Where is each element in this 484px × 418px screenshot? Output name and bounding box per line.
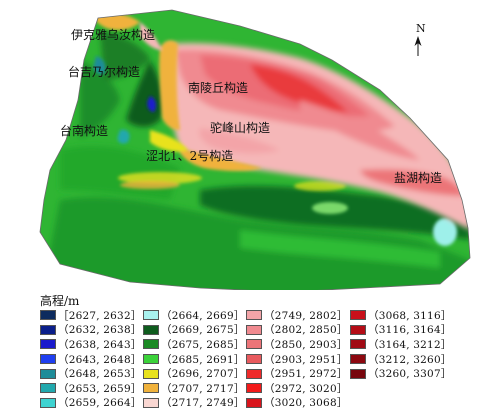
legend-label: （3068, 3116］ xyxy=(368,309,452,322)
legend-swatch xyxy=(40,354,56,365)
legend-label: （3212, 3260］ xyxy=(368,353,452,366)
legend-item: （2638, 2643］ xyxy=(40,337,142,352)
elevation-map: 伊克雅乌汝构造 台吉乃尔构造 南陵丘构造 台南构造 驼峰山构造 涩北1、2号构造… xyxy=(39,9,471,290)
legend-swatch xyxy=(143,354,159,365)
legend-label: ［2627, 2632］ xyxy=(58,309,142,322)
legend-label: （2675, 2685］ xyxy=(161,338,245,351)
legend-label: （3260, 3307］ xyxy=(368,368,452,381)
legend-label: （2717, 2749］ xyxy=(161,397,245,410)
structure-label-yikeyawuru: 伊克雅乌汝构造 xyxy=(71,28,156,42)
legend-label: （3020, 3068］ xyxy=(264,397,348,410)
legend-swatch xyxy=(40,339,56,350)
legend-label: （2972, 3020］ xyxy=(264,382,348,395)
legend-swatch xyxy=(246,324,262,335)
structure-label-taijinaier: 台吉乃尔构造 xyxy=(68,65,141,79)
legend-swatch xyxy=(350,310,366,321)
legend-title: 高程/m xyxy=(40,294,80,308)
legend-item: （2903, 2951］ xyxy=(246,352,348,367)
legend-item: （3020, 3068］ xyxy=(246,396,348,411)
legend-swatch xyxy=(350,354,366,365)
legend-swatch xyxy=(246,368,262,379)
legend-item: （2648, 2653］ xyxy=(40,366,142,381)
legend-label: （2696, 2707］ xyxy=(161,368,245,381)
legend-label: （2653, 2659］ xyxy=(58,382,142,395)
legend-item: （2669, 2675］ xyxy=(143,323,245,338)
legend-item: （2632, 2638］ xyxy=(40,323,142,338)
legend-label: （2850, 2903］ xyxy=(264,338,348,351)
legend-item: （3260, 3307］ xyxy=(350,366,452,381)
structure-label-nanlingqiu: 南陵丘构造 xyxy=(188,81,249,95)
legend-swatch xyxy=(40,397,56,408)
legend-label: （2669, 2675］ xyxy=(161,324,245,337)
legend-label: （3164, 3212］ xyxy=(368,338,452,351)
legend-swatch xyxy=(40,368,56,379)
legend-item: （3212, 3260］ xyxy=(350,352,452,367)
legend-swatch xyxy=(143,368,159,379)
structure-label-tuofengshan: 驼峰山构造 xyxy=(210,121,271,135)
legend-item: （2675, 2685］ xyxy=(143,337,245,352)
legend-column-4: （3068, 3116］ （3116, 3164］ （3164, 3212］ （321… xyxy=(350,308,452,381)
legend-item: （2707, 2717］ xyxy=(143,381,245,396)
structure-label-sebei: 涩北1、2号构造 xyxy=(146,149,234,163)
north-label: N xyxy=(416,22,426,35)
legend-item: （2653, 2659］ xyxy=(40,381,142,396)
map-boundary xyxy=(39,9,471,290)
legend-item: （3116, 3164］ xyxy=(350,323,452,338)
legend-column-3: （2749, 2802］ （2802, 2850］ （2850, 2903］ （290… xyxy=(246,308,348,410)
legend-item: （2685, 2691］ xyxy=(143,352,245,367)
legend-swatch xyxy=(246,397,262,408)
legend-item: （2749, 2802］ xyxy=(246,308,348,323)
legend-label: （3116, 3164］ xyxy=(368,324,452,337)
legend-column-1: ［2627, 2632］ （2632, 2638］ （2638, 2643］ （264… xyxy=(40,308,142,410)
legend-label: （2664, 2669］ xyxy=(161,309,245,322)
legend-swatch xyxy=(246,339,262,350)
legend-swatch xyxy=(143,310,159,321)
legend-item: （2802, 2850］ xyxy=(246,323,348,338)
legend-item: （2850, 2903］ xyxy=(246,337,348,352)
legend-swatch xyxy=(40,383,56,394)
legend-item: （2951, 2972］ xyxy=(246,366,348,381)
legend-label: （2802, 2850］ xyxy=(264,324,348,337)
legend-swatch xyxy=(143,383,159,394)
north-arrow-icon xyxy=(414,36,422,56)
legend-label: （2643, 2648］ xyxy=(58,353,142,366)
legend-label: （2659, 2664］ xyxy=(58,397,142,410)
legend-swatch xyxy=(143,397,159,408)
legend-item: （2717, 2749］ xyxy=(143,396,245,411)
legend-item: ［2627, 2632］ xyxy=(40,308,142,323)
legend-item: （2643, 2648］ xyxy=(40,352,142,367)
legend-swatch xyxy=(246,310,262,321)
legend-swatch xyxy=(350,339,366,350)
legend-swatch xyxy=(246,383,262,394)
structure-label-tainan: 台南构造 xyxy=(60,124,109,138)
legend-item: （2659, 2664］ xyxy=(40,396,142,411)
legend-label: （2648, 2653］ xyxy=(58,368,142,381)
legend-column-2: （2664, 2669］ （2669, 2675］ （2675, 2685］ （268… xyxy=(143,308,245,410)
structure-label-yanhu: 盐湖构造 xyxy=(394,171,443,185)
legend-swatch xyxy=(143,339,159,350)
legend-item: （3164, 3212］ xyxy=(350,337,452,352)
legend-label: （2638, 2643］ xyxy=(58,338,142,351)
legend-swatch xyxy=(40,310,56,321)
legend-label: （2903, 2951］ xyxy=(264,353,348,366)
legend-label: （2632, 2638］ xyxy=(58,324,142,337)
elevation-map-graphic xyxy=(39,9,471,290)
legend-swatch xyxy=(350,324,366,335)
legend-label: （2707, 2717］ xyxy=(161,382,245,395)
legend-swatch xyxy=(246,354,262,365)
legend-swatch xyxy=(143,324,159,335)
legend-swatch xyxy=(350,368,366,379)
legend-label: （2685, 2691］ xyxy=(161,353,245,366)
legend-item: （2972, 3020］ xyxy=(246,381,348,396)
legend-label: （2749, 2802］ xyxy=(264,309,348,322)
legend-item: （2696, 2707］ xyxy=(143,366,245,381)
legend-item: （2664, 2669］ xyxy=(143,308,245,323)
legend-swatch xyxy=(40,324,56,335)
elevation-legend: 高程/m ［2627, 2632］ （2632, 2638］ （2638, 2643… xyxy=(40,292,460,416)
legend-label: （2951, 2972］ xyxy=(264,368,348,381)
legend-item: （3068, 3116］ xyxy=(350,308,452,323)
